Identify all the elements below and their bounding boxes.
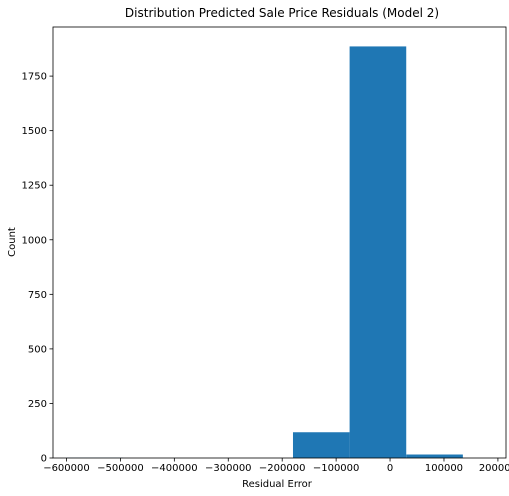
histogram-bar-4 [292, 432, 350, 458]
histogram-bar-5 [349, 46, 407, 459]
y-tick-label: 1750 [22, 72, 47, 83]
y-tick-label: 0 [41, 454, 47, 465]
x-tick-label: −600000 [43, 463, 90, 474]
y-tick-label: 1500 [22, 126, 47, 137]
plot-frame [52, 26, 507, 459]
x-tick-label: −100000 [313, 463, 360, 474]
x-tick-label: 100000 [425, 463, 463, 474]
x-tick-label: −500000 [97, 463, 144, 474]
x-tick-label: 0 [387, 463, 393, 474]
x-axis-label: Residual Error [242, 479, 313, 490]
y-tick-label: 1250 [22, 181, 47, 192]
y-tick-label: 250 [28, 399, 47, 410]
x-tick-label: 200000 [479, 463, 509, 474]
y-ticks: 0 250 500 750 1000 1250 1500 1750 [22, 72, 53, 465]
x-tick-label: −300000 [205, 463, 252, 474]
x-ticks: −600000 −500000 −400000 −300000 −200000 −1000… [43, 458, 509, 474]
y-axis-label: Count [7, 227, 18, 257]
bars-group [66, 46, 463, 459]
y-tick-label: 750 [28, 290, 47, 301]
y-tick-label: 500 [28, 344, 47, 355]
chart-title: Distribution Predicted Sale Price Residu… [125, 6, 439, 20]
histogram-bar-6 [406, 454, 463, 458]
x-tick-label: −200000 [259, 463, 306, 474]
y-tick-label: 1000 [22, 235, 47, 246]
x-tick-label: −400000 [151, 463, 198, 474]
